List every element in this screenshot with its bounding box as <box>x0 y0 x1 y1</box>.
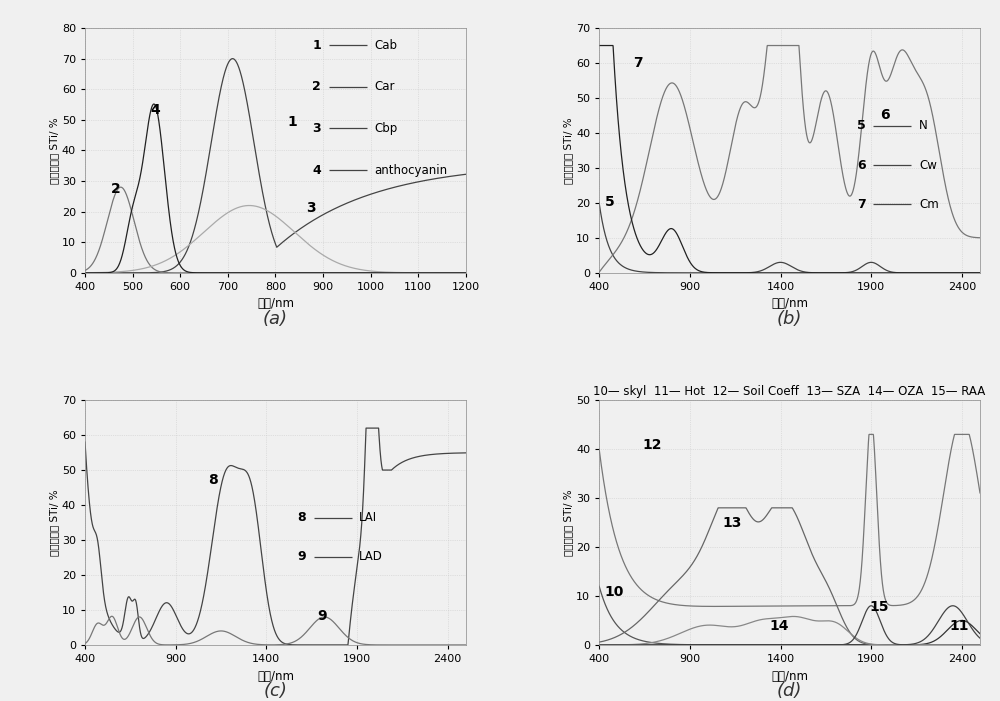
Y-axis label: 总体敏感度 STi/ %: 总体敏感度 STi/ % <box>563 117 573 184</box>
Text: 9: 9 <box>297 550 306 564</box>
Text: 5: 5 <box>605 196 614 210</box>
Text: 4: 4 <box>151 103 160 117</box>
Y-axis label: 总体敏感度 STi/ %: 总体敏感度 STi/ % <box>563 489 573 556</box>
Text: 3: 3 <box>313 122 321 135</box>
Text: LAI: LAI <box>359 511 377 524</box>
Text: 7: 7 <box>634 55 643 69</box>
Y-axis label: 总体敏感度 STi/ %: 总体敏感度 STi/ % <box>49 117 59 184</box>
Text: (a): (a) <box>263 311 288 328</box>
X-axis label: 波长/nm: 波长/nm <box>257 297 294 311</box>
Text: 9: 9 <box>317 609 327 623</box>
Text: (c): (c) <box>263 682 287 700</box>
Text: 6: 6 <box>857 158 866 172</box>
Text: Cw: Cw <box>919 158 937 172</box>
Text: Car: Car <box>374 81 395 93</box>
Text: 3: 3 <box>306 200 316 215</box>
Text: 2: 2 <box>312 81 321 93</box>
Text: 1: 1 <box>287 115 297 129</box>
Text: anthocyanin: anthocyanin <box>374 163 448 177</box>
Text: 15: 15 <box>869 599 889 613</box>
Y-axis label: 总体敏感度 STi/ %: 总体敏感度 STi/ % <box>49 489 59 556</box>
Text: 4: 4 <box>312 163 321 177</box>
Text: 2: 2 <box>111 182 121 196</box>
Text: 12: 12 <box>643 438 662 452</box>
Text: 10: 10 <box>605 585 624 599</box>
X-axis label: 波长/nm: 波长/nm <box>771 297 808 311</box>
Text: 8: 8 <box>208 473 218 487</box>
Text: N: N <box>919 119 928 132</box>
X-axis label: 波长/nm: 波长/nm <box>771 669 808 683</box>
Text: LAD: LAD <box>359 550 383 564</box>
Text: 1: 1 <box>312 39 321 52</box>
Text: 8: 8 <box>297 511 306 524</box>
Text: 11: 11 <box>949 619 969 633</box>
X-axis label: 波长/nm: 波长/nm <box>257 669 294 683</box>
Text: 5: 5 <box>857 119 866 132</box>
Text: Cab: Cab <box>374 39 397 52</box>
Title: 10— skyl  11— Hot  12— Soil Coeff  13— SZA  14— OZA  15— RAA: 10— skyl 11— Hot 12— Soil Coeff 13— SZA … <box>593 385 986 397</box>
Text: (b): (b) <box>777 311 802 328</box>
Text: 14: 14 <box>770 619 789 633</box>
Text: (d): (d) <box>777 682 802 700</box>
Text: Cm: Cm <box>919 198 939 211</box>
Text: 13: 13 <box>722 517 742 531</box>
Text: Cbp: Cbp <box>374 122 398 135</box>
Text: 7: 7 <box>857 198 866 211</box>
Text: 6: 6 <box>880 108 890 122</box>
